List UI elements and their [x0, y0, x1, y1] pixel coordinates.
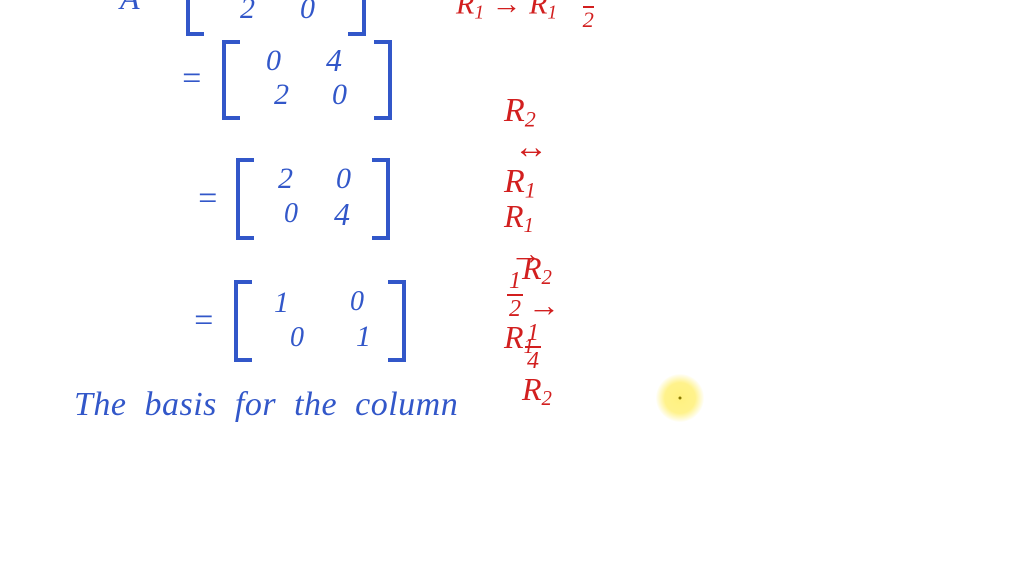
matrix-0-cell-2-1: 2 — [240, 0, 255, 24]
matrix-2-cell-1-1: 2 — [278, 164, 293, 194]
matrix-3-cell-2-1: 0 — [290, 324, 304, 352]
sentence-basis: The basis for the column — [74, 388, 458, 422]
matrix-1-cell-1-2: 4 — [326, 44, 342, 76]
matrix-1-right-bracket — [374, 40, 392, 120]
matrix-3-cell-1-1: 1 — [274, 288, 289, 318]
matrix-2-cell-1-2: 0 — [336, 164, 351, 194]
matrix-0-right-bracket — [348, 0, 366, 36]
matrix-0-left-bracket — [186, 0, 204, 36]
eq-3: = — [192, 304, 215, 338]
matrix-3-cell-1-2: 0 — [350, 288, 364, 316]
matrix-3-left-bracket — [234, 280, 252, 362]
whiteboard-canvas: { "colors": { "blue": "#3257c9", "red": … — [0, 0, 1024, 576]
cursor-highlight-icon — [656, 374, 704, 422]
matrix-3-cell-2-2: 1 — [356, 322, 371, 352]
matrix-1-left-bracket — [222, 40, 240, 120]
rowop-2b: R2 → 14 R2 — [490, 220, 566, 442]
eq-2: = — [196, 182, 219, 216]
matrix-2-cell-2-2: 4 — [334, 198, 350, 230]
matrix-3-right-bracket — [388, 280, 406, 362]
matrix-2-cell-2-1: 0 — [284, 200, 298, 228]
rowop-0-fragment: R1 → R1 2 — [456, 0, 597, 31]
eq-1: = — [180, 62, 203, 96]
matrix-1-cell-2-1: 2 — [274, 80, 289, 110]
matrix-2-right-bracket — [372, 158, 390, 240]
matrix-2-left-bracket — [236, 158, 254, 240]
matrix-1-cell-1-1: 0 — [266, 46, 281, 76]
label-a: A — [120, 0, 140, 14]
matrix-0-cell-2-2: 0 — [300, 0, 315, 24]
matrix-1-cell-2-2: 0 — [332, 80, 347, 110]
